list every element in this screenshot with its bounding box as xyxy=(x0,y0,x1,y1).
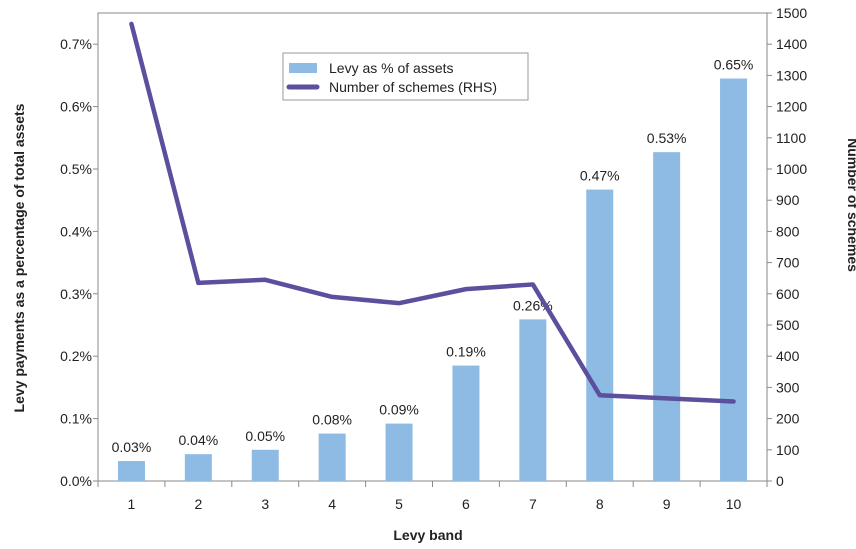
bar-label-8: 0.47% xyxy=(580,168,620,184)
x-tick-label-4: 4 xyxy=(328,496,336,512)
x-tick-label-1: 1 xyxy=(128,496,136,512)
bars-group xyxy=(117,78,748,482)
bar-label-4: 0.08% xyxy=(312,412,352,428)
bar-4 xyxy=(318,433,346,481)
line-series-group xyxy=(129,21,736,404)
line-schemes xyxy=(129,21,736,404)
right-tick-label-8: 800 xyxy=(776,223,800,239)
right-tick-label-13: 1300 xyxy=(776,67,807,83)
x-tick-label-6: 6 xyxy=(462,496,470,512)
left-tick-label-1: 0.1% xyxy=(60,411,92,427)
x-tick-label-8: 8 xyxy=(596,496,604,512)
right-tick-label-3: 300 xyxy=(776,379,800,395)
bar-8 xyxy=(586,189,614,482)
right-tick-label-7: 700 xyxy=(776,255,800,271)
bar-10 xyxy=(720,78,748,482)
bar-label-3: 0.05% xyxy=(245,428,285,444)
left-tick-label-3: 0.3% xyxy=(60,286,92,302)
left-tick-label-6: 0.6% xyxy=(60,99,92,115)
right-tick-label-6: 600 xyxy=(776,286,800,302)
right-tick-label-12: 1200 xyxy=(776,99,807,115)
right-axis-title: Number of schemes xyxy=(845,138,856,272)
bar-7 xyxy=(519,319,547,481)
x-axis-title: Levy band xyxy=(393,527,462,543)
bar-label-6: 0.19% xyxy=(446,344,486,360)
right-tick-label-14: 1400 xyxy=(776,36,807,52)
right-tick-label-15: 1500 xyxy=(776,5,807,21)
bar-1 xyxy=(117,461,145,481)
x-axis-ticks: 1 2 3 4 5 6 7 8 9 10 xyxy=(97,481,768,512)
left-axis-ticks: 0.0% 0.1% 0.2% 0.3% 0.4% 0.5% 0.6% 0.7% xyxy=(60,36,98,489)
bar-5 xyxy=(385,423,413,481)
right-tick-label-0: 0 xyxy=(776,473,784,489)
bar-2 xyxy=(184,454,212,481)
bar-label-5: 0.09% xyxy=(379,402,419,418)
legend-label-bar: Levy as % of assets xyxy=(329,60,454,76)
left-tick-label-5: 0.5% xyxy=(60,161,92,177)
right-tick-label-4: 400 xyxy=(776,348,800,364)
left-tick-label-7: 0.7% xyxy=(60,36,92,52)
right-tick-label-2: 200 xyxy=(776,411,800,427)
bar-3 xyxy=(251,449,279,481)
bar-label-10: 0.65% xyxy=(714,57,754,73)
bar-label-9: 0.53% xyxy=(647,130,687,146)
x-tick-label-7: 7 xyxy=(529,496,537,512)
right-tick-label-9: 900 xyxy=(776,192,800,208)
legend-label-line: Number of schemes (RHS) xyxy=(329,79,497,95)
right-tick-label-1: 100 xyxy=(776,442,800,458)
legend-box xyxy=(282,52,529,101)
right-tick-label-5: 500 xyxy=(776,317,800,333)
left-tick-label-0: 0.0% xyxy=(60,473,92,489)
right-tick-label-11: 1100 xyxy=(776,130,806,146)
right-tick-label-10: 1000 xyxy=(776,161,807,177)
bar-9 xyxy=(653,152,681,482)
bar-6 xyxy=(452,365,480,481)
legend-swatch-bar xyxy=(289,63,317,73)
x-tick-label-5: 5 xyxy=(395,496,403,512)
x-tick-label-2: 2 xyxy=(194,496,202,512)
bar-label-1: 0.03% xyxy=(112,439,152,455)
x-tick-label-9: 9 xyxy=(663,496,671,512)
x-tick-label-10: 10 xyxy=(726,496,742,512)
left-tick-label-4: 0.4% xyxy=(60,223,92,239)
right-axis-ticks: 0 100 200 300 400 500 600 700 800 900 1000 1100 1200… xyxy=(767,5,807,489)
legend: Levy as % of assets Number of schemes (R… xyxy=(282,52,529,101)
left-tick-label-2: 0.2% xyxy=(60,348,92,364)
x-tick-label-3: 3 xyxy=(261,496,269,512)
bar-label-2: 0.04% xyxy=(178,432,218,448)
left-axis-title: Levy payments as a percentage of total a… xyxy=(11,103,27,412)
